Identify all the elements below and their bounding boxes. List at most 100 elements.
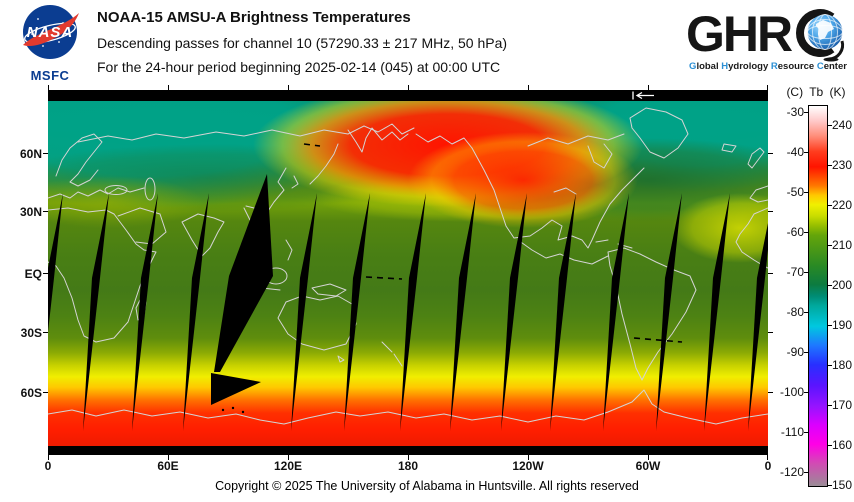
lon-label-120e: 120E [273, 459, 303, 473]
colorbar-tick [828, 285, 832, 286]
subtitle-period: For the 24-hour period beginning 2025-02… [97, 59, 501, 75]
lon-label-120w: 120W [512, 459, 544, 473]
colorbar-title: (C) Tb (K) [786, 85, 846, 99]
colorbar-tick [828, 485, 832, 486]
axis-tick [43, 211, 48, 212]
colorbar-tick [804, 112, 808, 113]
lat-label-60s: 60S [20, 386, 42, 400]
lat-label-60n: 60N [19, 147, 42, 161]
axis-tick [528, 455, 529, 460]
axis-tick [648, 455, 649, 460]
lon-label-60w: 60W [635, 459, 661, 473]
nasa-meatball-icon: NASA [23, 5, 79, 59]
kelvin-label: 240 [832, 118, 853, 132]
axis-tick [288, 455, 289, 460]
celsius-label: -40 [786, 145, 804, 159]
axis-tick [768, 153, 773, 154]
data-boundary-dashes [303, 143, 683, 343]
tagline-initial: C [816, 61, 824, 72]
kelvin-label: 170 [832, 398, 853, 412]
axis-tick [288, 85, 289, 90]
celsius-label: -110 [780, 425, 804, 439]
page-title: NOAA-15 AMSU-A Brightness Temperatures [97, 9, 411, 26]
colorbar-tick [828, 405, 832, 406]
nasa-logo-text: NASA [27, 24, 74, 41]
kelvin-label: 210 [832, 238, 853, 252]
kelvin-label: 230 [832, 158, 853, 172]
colorbar-tick [828, 165, 832, 166]
colorbar-tick [828, 325, 832, 326]
copyright-text: Copyright © 2025 The University of Alaba… [215, 479, 639, 493]
celsius-label: -80 [786, 305, 804, 319]
colorbar-region: (C) Tb (K) -30 -40 -50 -60 -70 -80 -90 -… [778, 85, 854, 497]
axis-tick [768, 273, 773, 274]
axis-tick [43, 392, 48, 393]
axis-tick [48, 85, 49, 90]
axis-tick [408, 85, 409, 90]
colorbar-tick [828, 125, 832, 126]
orbit-start-arrow-icon [632, 91, 654, 100]
nasa-logo: NASA MSFC [10, 3, 90, 85]
tagline-word: esource [777, 61, 815, 72]
axis-tick [768, 332, 773, 333]
lon-label-180: 180 [397, 459, 419, 473]
kelvin-label: 220 [832, 198, 853, 212]
axis-tick [168, 85, 169, 90]
axis-tick [767, 85, 768, 90]
lon-label-0w: 0 [764, 459, 772, 473]
lon-label-0e: 0 [44, 459, 52, 473]
colorbar-tick [804, 352, 808, 353]
colorbar-tick [804, 192, 808, 193]
lon-label-60e: 60E [157, 459, 179, 473]
colorbar-tick [828, 205, 832, 206]
colorbar-tick [804, 312, 808, 313]
colorbar-gradient [808, 105, 828, 487]
map-area [0, 48, 851, 455]
title-block: NOAA-15 AMSU-A Brightness Temperatures D… [97, 9, 677, 83]
axis-tick [768, 211, 773, 212]
axis-tick [648, 85, 649, 90]
ghrc-letters: GHR [686, 6, 793, 62]
north-polar-strip [48, 90, 768, 101]
celsius-label: -30 [786, 105, 804, 119]
colorbar-tick [804, 232, 808, 233]
celsius-label: -120 [779, 465, 804, 479]
polar-data-gap-triangle [211, 373, 261, 405]
ghrc-tagline: Global Hydrology Resource Center [686, 61, 850, 72]
colorbar-tick [804, 272, 808, 273]
colorbar-tick [828, 445, 832, 446]
tagline-initial: H [721, 61, 729, 72]
tagline-word: ydrology [728, 61, 769, 72]
kelvin-label: 200 [832, 278, 853, 292]
celsius-label: -90 [786, 345, 804, 359]
lat-label-30n: 30N [19, 205, 42, 219]
axis-tick [48, 455, 49, 460]
wide-orbit-gap [214, 174, 273, 372]
south-polar-strip [48, 446, 768, 455]
kelvin-label: 190 [832, 318, 853, 332]
kelvin-label: 160 [832, 438, 853, 452]
colorbar-tick [804, 152, 808, 153]
colorbar-tick [828, 245, 832, 246]
celsius-label: -50 [786, 185, 804, 199]
msfc-caption: MSFC [30, 68, 70, 83]
lat-label-eq: EQ [24, 267, 42, 281]
tagline-initial: R [770, 61, 778, 72]
axis-tick [168, 455, 169, 460]
colorbar-tick [804, 432, 808, 433]
kelvin-label: 180 [832, 358, 853, 372]
tagline-initial: G [689, 61, 697, 72]
tagline-word: lobal [696, 61, 719, 72]
celsius-label: -60 [786, 225, 804, 239]
brightness-temperature-map [0, 48, 851, 455]
axis-tick [43, 332, 48, 333]
axis-tick [767, 455, 768, 460]
kelvin-label: 150 [832, 478, 853, 492]
subtitle-channel: Descending passes for channel 10 (57290.… [97, 35, 508, 51]
axis-tick [768, 392, 773, 393]
tagline-word: enter [823, 61, 847, 72]
ghrc-logo: GHR Global Hydrology Resource Center [686, 4, 852, 80]
axis-tick [43, 273, 48, 274]
colorbar-tick [804, 392, 808, 393]
